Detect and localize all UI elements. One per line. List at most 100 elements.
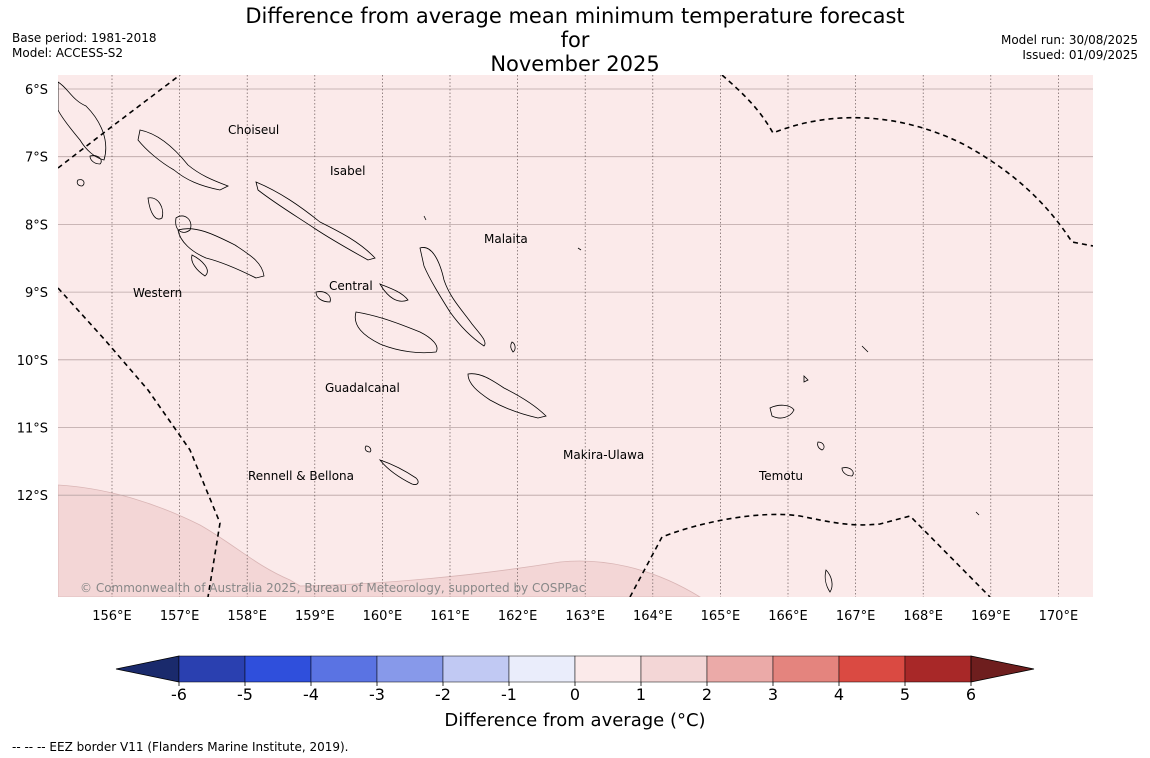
island-reef-islands xyxy=(803,375,809,383)
island-guadalcanal xyxy=(354,311,438,354)
island-makira xyxy=(467,373,547,419)
province-label-central: Central xyxy=(329,279,373,293)
lon-label: 157°E xyxy=(160,609,200,624)
map-background xyxy=(58,75,1093,597)
eez-border-south xyxy=(629,513,991,597)
island-rennell xyxy=(378,459,419,485)
eez-footnote: -- -- -- EEZ border V11 (Flanders Marine… xyxy=(12,740,349,754)
lat-label: 12°S xyxy=(17,489,48,504)
colorbar-segment xyxy=(706,655,774,683)
island-sikaiana xyxy=(423,215,427,221)
colorbar-extend-low xyxy=(115,655,180,683)
colorbar-tick-label: -5 xyxy=(237,685,253,700)
lon-label: 167°E xyxy=(836,609,876,624)
meta-left: Base period: 1981-2018 Model: ACCESS-S2 xyxy=(12,31,157,61)
title-line-2: November 2025 xyxy=(490,52,660,76)
graticule xyxy=(58,75,1093,597)
chart-title: Difference from average mean minimum tem… xyxy=(230,4,920,76)
island-santa-cruz xyxy=(769,404,795,419)
eez-border-northeast xyxy=(721,75,1093,247)
colorbar-tick-label: -4 xyxy=(303,685,319,700)
island-bougainville xyxy=(58,81,107,161)
colorbar-segment xyxy=(442,655,510,683)
island-choiseul xyxy=(137,129,229,191)
eez-borders xyxy=(58,75,1093,597)
lon-label: 164°E xyxy=(633,609,673,624)
base-period: Base period: 1981-2018 xyxy=(12,31,157,45)
island-bellona xyxy=(364,445,372,453)
lat-label: 8°S xyxy=(25,218,48,233)
province-label-isabel: Isabel xyxy=(330,164,365,178)
lat-label: 11°S xyxy=(17,422,48,437)
colorbar-segment xyxy=(772,655,840,683)
island-ontong-java xyxy=(577,247,582,251)
island-utupua xyxy=(817,441,825,451)
lon-label: 158°E xyxy=(227,609,267,624)
lon-label: 159°E xyxy=(295,609,335,624)
colorbar-tick-label: 0 xyxy=(570,685,580,700)
lon-label: 169°E xyxy=(971,609,1011,624)
island-ulawa xyxy=(510,341,516,353)
island-florida xyxy=(315,291,331,303)
colorbar-title: Difference from average (°C) xyxy=(444,710,706,731)
lon-label: 166°E xyxy=(768,609,808,624)
eez-border-west xyxy=(58,75,181,169)
province-label-rennell-bellona: Rennell & Bellona xyxy=(248,469,354,483)
issued-date: Issued: 01/09/2025 xyxy=(1022,48,1138,62)
colorbar-tick-label: 4 xyxy=(834,685,844,700)
colorbar-segment xyxy=(376,655,444,683)
island-anuta xyxy=(824,569,833,593)
colorbar-tick-label: 2 xyxy=(702,685,712,700)
lat-label: 6°S xyxy=(25,83,48,98)
colorbar-tick-label: 3 xyxy=(768,685,778,700)
colorbar-segment xyxy=(508,655,576,683)
colorbar-segment xyxy=(310,655,378,683)
lon-label: 162°E xyxy=(498,609,538,624)
title-line-1: Difference from average mean minimum tem… xyxy=(245,4,905,52)
lat-label: 9°S xyxy=(25,286,48,301)
island-tinakula xyxy=(861,345,869,353)
forecast-map: © Commonwealth of Australia 2025, Bureau… xyxy=(17,75,1093,700)
colorbar-segment xyxy=(838,655,906,683)
model-run: Model run: 30/08/2025 xyxy=(1000,33,1138,47)
island-shortland xyxy=(76,179,85,187)
island-vanikoro xyxy=(841,467,854,477)
island-new-georgia xyxy=(177,228,265,279)
eez-border-southwest xyxy=(58,287,221,597)
colorbar-tick-label: 6 xyxy=(966,685,976,700)
province-label-makira-ulawa: Makira-Ulawa xyxy=(563,448,644,462)
island-vella-lavella xyxy=(147,197,164,220)
lon-label: 156°E xyxy=(92,609,132,624)
colorbar-segment xyxy=(244,655,312,683)
island-kolombangara xyxy=(175,215,192,233)
island-malaita xyxy=(419,247,486,347)
colorbar-tick-label: -2 xyxy=(435,685,451,700)
island-fatutaka xyxy=(975,511,980,516)
colorbar-segment xyxy=(904,655,972,683)
lon-label: 165°E xyxy=(701,609,741,624)
colorbar-segment xyxy=(574,655,642,683)
province-label-guadalcanal: Guadalcanal xyxy=(325,381,400,395)
meta-right: Model run: 30/08/2025 Issued: 01/09/2025 xyxy=(1001,33,1138,63)
lon-label: 161°E xyxy=(430,609,470,624)
colorbar-tick-label: 1 xyxy=(636,685,646,700)
longitude-labels: 156°E 157°E 158°E 159°E 160°E 161°E 162°E 163°E… xyxy=(92,609,1078,624)
colorbar-tick-label: 5 xyxy=(900,685,910,700)
province-labels: Choiseul Isabel Malaita Western Central … xyxy=(133,123,803,483)
lon-label: 160°E xyxy=(363,609,403,624)
province-label-malaita: Malaita xyxy=(484,232,528,246)
lon-label: 170°E xyxy=(1039,609,1079,624)
lon-label: 168°E xyxy=(903,609,943,624)
lon-label: 163°E xyxy=(565,609,605,624)
colorbar-segment xyxy=(178,655,246,683)
island-rendova xyxy=(191,254,208,277)
island-russell xyxy=(379,283,409,302)
colorbar: -6 -5 -4 -3 -2 -1 0 1 2 3 4 5 6 xyxy=(115,655,1035,700)
province-label-temotu: Temotu xyxy=(758,469,803,483)
latitude-labels: 6°S 7°S 8°S 9°S 10°S 11°S 12°S xyxy=(17,83,48,504)
lat-label: 10°S xyxy=(17,354,48,369)
province-label-western: Western xyxy=(133,286,182,300)
colorbar-tick-label: -3 xyxy=(369,685,385,700)
colorbar-extend-high xyxy=(970,655,1035,683)
island-treasury xyxy=(89,155,102,165)
